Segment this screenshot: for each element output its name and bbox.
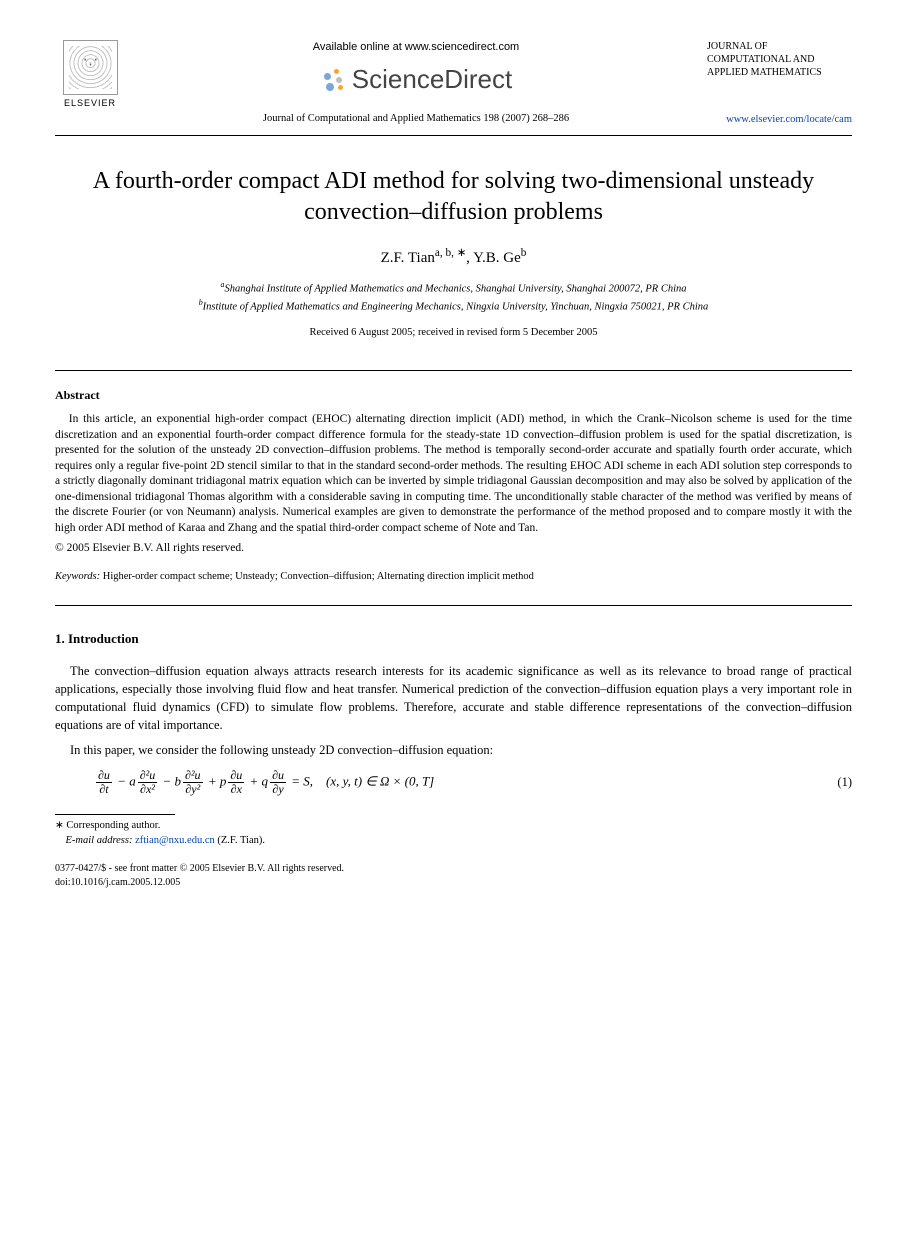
section-1-heading: 1. Introduction xyxy=(55,630,852,648)
keywords-line: Keywords: Higher-order compact scheme; U… xyxy=(55,570,852,585)
elsevier-tree-icon xyxy=(63,40,118,95)
affiliations: aShanghai Institute of Applied Mathemati… xyxy=(55,279,852,316)
author-1: Z.F. Tian xyxy=(381,250,435,266)
author-2-sup: b xyxy=(521,247,527,259)
doi-line: doi:10.1016/j.cam.2005.12.005 xyxy=(55,876,852,890)
journal-title: JOURNAL OF COMPUTATIONAL AND APPLIED MAT… xyxy=(707,41,822,78)
available-online-text: Available online at www.sciencedirect.co… xyxy=(135,40,697,55)
abstract-heading: Abstract xyxy=(55,387,852,404)
publisher-name: ELSEVIER xyxy=(55,97,125,110)
page-header: ELSEVIER Available online at www.science… xyxy=(55,40,852,127)
footnote-block: ∗ Corresponding author. E-mail address: … xyxy=(55,819,852,848)
header-center: Available online at www.sciencedirect.co… xyxy=(125,40,707,126)
corresponding-author: ∗ Corresponding author. xyxy=(55,819,852,834)
email-attribution: (Z.F. Tian). xyxy=(217,835,265,846)
intro-paragraph-2: In this paper, we consider the following… xyxy=(55,741,852,759)
received-dates: Received 6 August 2005; received in revi… xyxy=(55,326,852,341)
abstract-copyright: © 2005 Elsevier B.V. All rights reserved… xyxy=(55,540,852,556)
abstract-body: In this article, an exponential high-ord… xyxy=(55,412,852,536)
page-footer: 0377-0427/$ - see front matter © 2005 El… xyxy=(55,862,852,890)
journal-reference: Journal of Computational and Applied Mat… xyxy=(135,112,697,127)
equation-1-domain: (x, y, t) ∈ Ω × (0, T] xyxy=(326,773,434,788)
email-label: E-mail address: xyxy=(66,835,133,846)
front-matter-line: 0377-0427/$ - see front matter © 2005 El… xyxy=(55,862,852,876)
journal-link[interactable]: www.elsevier.com/locate/cam xyxy=(707,113,852,127)
equation-1-body: ∂u∂t − a∂²u∂x² − b∂²u∂y² + p∂u∂x + q∂u∂y… xyxy=(55,769,837,796)
author-2: , Y.B. Ge xyxy=(466,250,521,266)
intro-paragraph-1: The convection–diffusion equation always… xyxy=(55,662,852,735)
elsevier-logo: ELSEVIER xyxy=(55,40,125,110)
abstract-top-rule xyxy=(55,370,852,371)
equation-1-number: (1) xyxy=(837,774,852,792)
author-1-sup: a, b, ∗ xyxy=(435,247,466,259)
equation-1: ∂u∂t − a∂²u∂x² − b∂²u∂y² + p∂u∂x + q∂u∂y… xyxy=(55,769,852,796)
affiliation-a: Shanghai Institute of Applied Mathematic… xyxy=(224,284,686,295)
author-email-link[interactable]: zftian@nxu.edu.cn xyxy=(135,835,215,846)
sciencedirect-text: ScienceDirect xyxy=(352,61,512,97)
journal-title-box: JOURNAL OF COMPUTATIONAL AND APPLIED MAT… xyxy=(707,40,852,127)
keywords-text: Higher-order compact scheme; Unsteady; C… xyxy=(103,571,534,582)
paper-title: A fourth-order compact ADI method for so… xyxy=(55,166,852,228)
sd-dots-icon xyxy=(320,67,346,93)
keywords-label: Keywords: xyxy=(55,571,100,582)
header-rule xyxy=(55,135,852,136)
footnote-rule xyxy=(55,814,175,815)
sciencedirect-logo: ScienceDirect xyxy=(135,61,697,97)
affiliation-b: Institute of Applied Mathematics and Eng… xyxy=(203,302,709,313)
email-line: E-mail address: zftian@nxu.edu.cn (Z.F. … xyxy=(55,834,852,849)
authors-line: Z.F. Tiana, b, ∗, Y.B. Geb xyxy=(55,246,852,269)
abstract-bottom-rule xyxy=(55,605,852,606)
